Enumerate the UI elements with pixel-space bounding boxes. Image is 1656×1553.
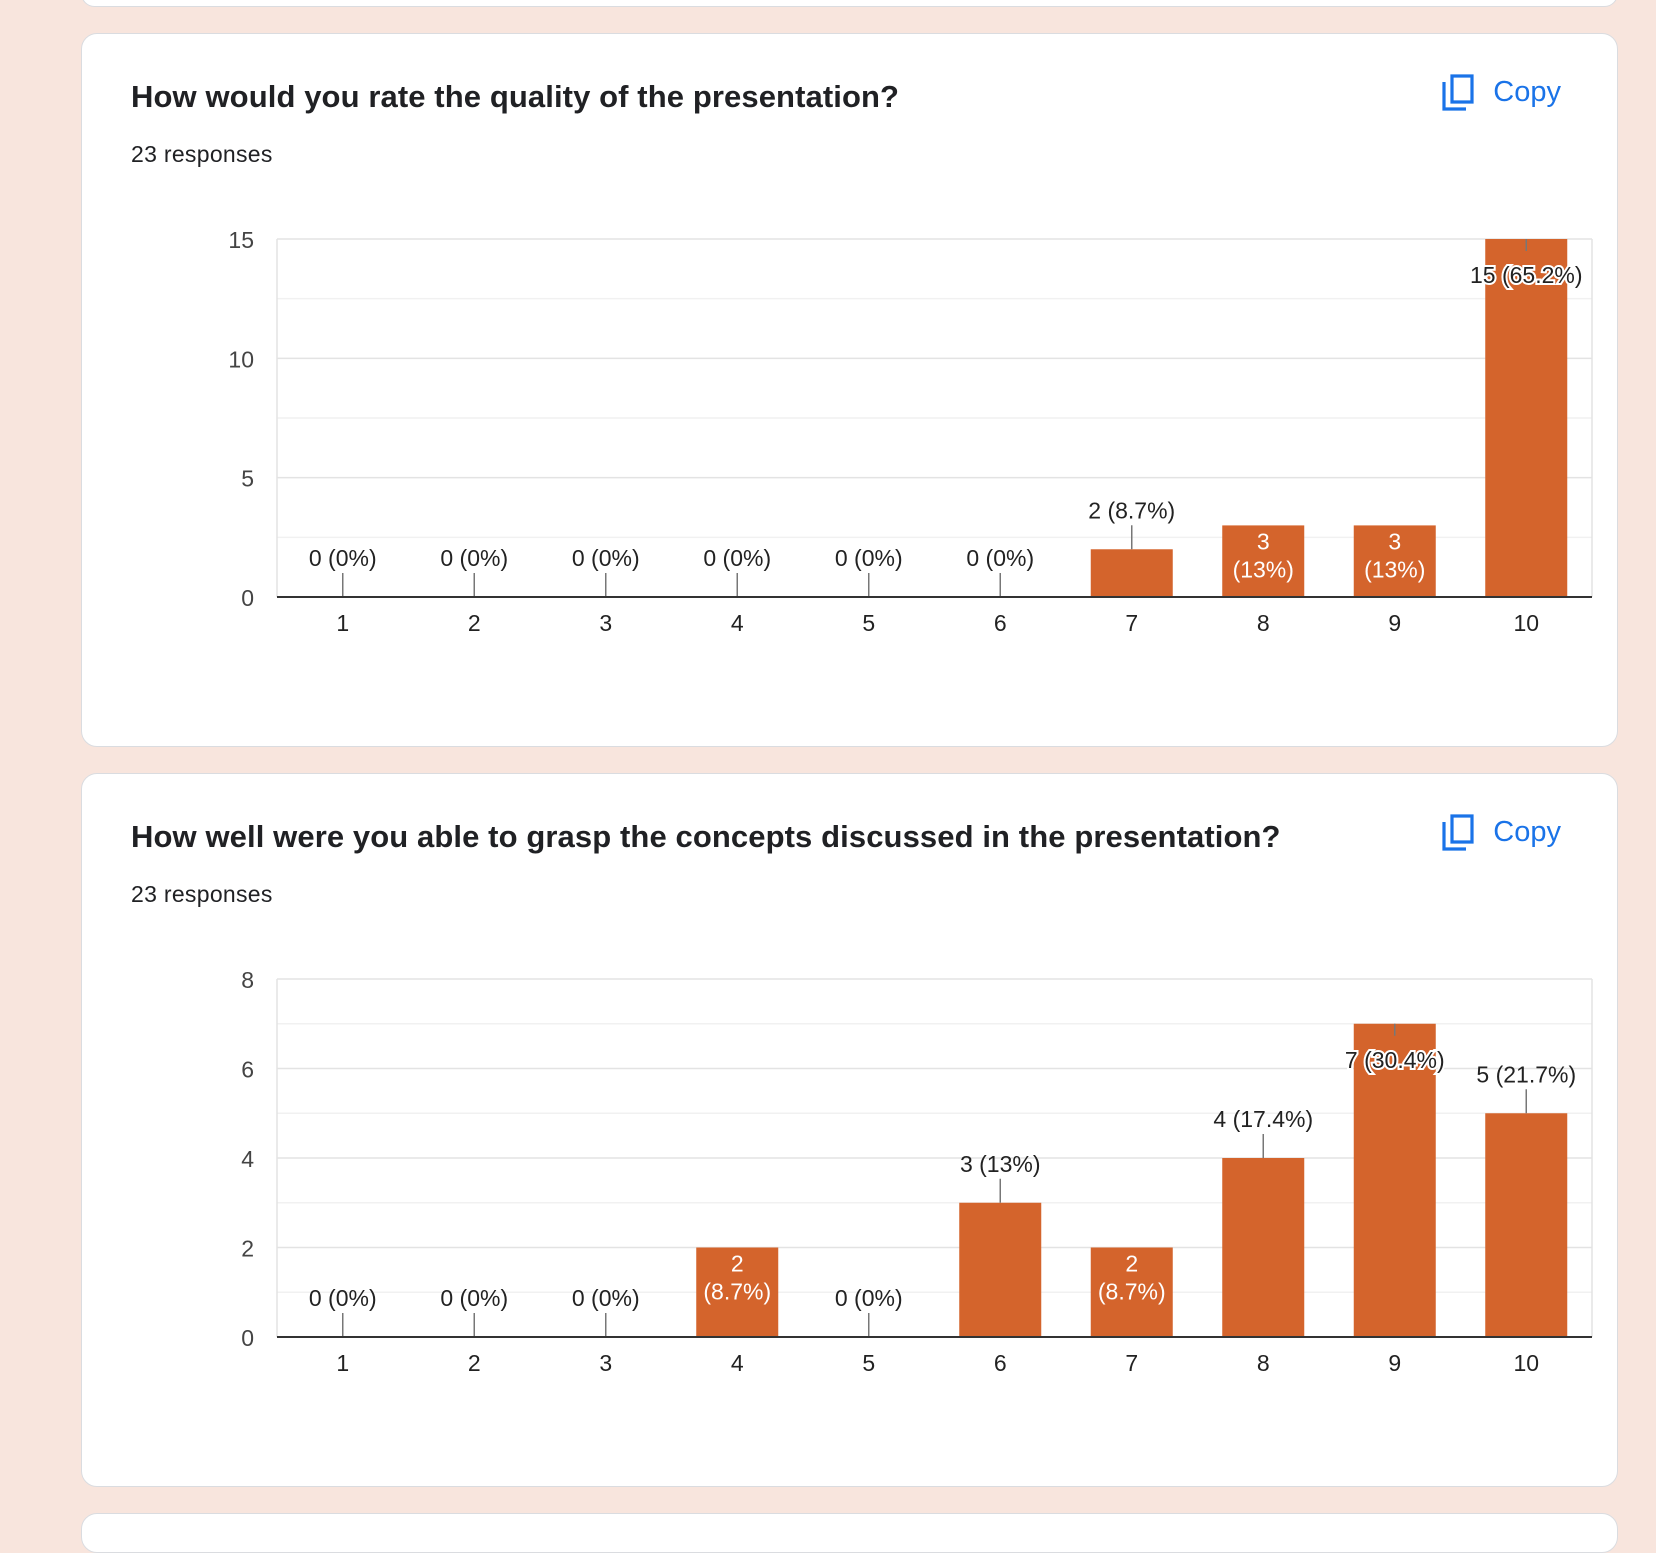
data-label: 2 — [1125, 1251, 1138, 1277]
bar — [1485, 1113, 1568, 1337]
x-tick-label: 8 — [1257, 610, 1270, 636]
data-label: 0 (0%) — [309, 545, 377, 571]
y-tick-label: 15 — [228, 227, 254, 253]
bar — [1222, 525, 1305, 597]
bar — [1353, 525, 1436, 597]
question-card-quality: How would you rate the quality of the pr… — [81, 33, 1618, 747]
y-tick-label: 10 — [228, 346, 254, 372]
previous-card — [81, 0, 1618, 7]
data-label: 0 (0%) — [966, 545, 1034, 571]
response-count: 23 responses — [131, 881, 273, 907]
x-tick-label: 9 — [1388, 1350, 1401, 1376]
data-label: 0 (0%) — [835, 545, 903, 571]
data-label: 0 (0%) — [703, 545, 771, 571]
bar — [1090, 1247, 1173, 1337]
data-label: 3 (13%) — [960, 1151, 1041, 1177]
bar — [959, 1202, 1042, 1337]
bar — [1485, 239, 1568, 597]
data-label: 7 (30.4%) — [1345, 1047, 1445, 1073]
x-tick-label: 8 — [1257, 1350, 1270, 1376]
y-tick-label: 8 — [241, 967, 254, 993]
data-label: (13%) — [1233, 556, 1294, 582]
bar-chart: 0 5 10 15 0 (0%) 1 0 (0%) 2 0 (0%) 3 0 (0%) 4 0 (0%)… — [228, 227, 1593, 636]
question-title: How would you rate the quality of the pr… — [131, 79, 900, 114]
x-tick-label: 5 — [862, 1350, 875, 1376]
data-label: 2 — [731, 1251, 744, 1277]
data-label: (13%) — [1364, 556, 1425, 582]
bar — [1353, 1023, 1436, 1337]
x-tick-label: 3 — [599, 610, 612, 636]
x-tick-label: 9 — [1388, 610, 1401, 636]
x-tick-label: 3 — [599, 1350, 612, 1376]
question-card-grasp: How well were you able to grasp the conc… — [81, 773, 1618, 1487]
y-tick-label: 2 — [241, 1236, 254, 1262]
y-tick-label: 4 — [241, 1146, 254, 1172]
copy-label: Copy — [1493, 815, 1561, 848]
y-tick-label: 0 — [241, 1325, 254, 1351]
copy-icon — [1441, 72, 1475, 112]
next-card — [81, 1513, 1618, 1553]
response-count: 23 responses — [131, 141, 273, 167]
data-label: 0 (0%) — [572, 1285, 640, 1311]
question-title: How well were you able to grasp the conc… — [131, 819, 1281, 854]
data-label: 5 (21.7%) — [1476, 1061, 1576, 1087]
data-label: 0 (0%) — [572, 545, 640, 571]
bar — [696, 1247, 779, 1337]
data-label: (8.7%) — [1098, 1279, 1166, 1305]
x-tick-label: 10 — [1513, 1350, 1539, 1376]
data-label: 3 — [1257, 528, 1270, 554]
bar — [1222, 1158, 1305, 1337]
x-tick-label: 4 — [731, 1350, 744, 1376]
data-label: 2 (8.7%) — [1088, 497, 1175, 523]
x-tick-label: 10 — [1513, 610, 1539, 636]
data-label: (8.7%) — [703, 1279, 771, 1305]
x-tick-label: 2 — [468, 1350, 481, 1376]
x-tick-label: 7 — [1125, 1350, 1138, 1376]
data-label: 4 (17.4%) — [1213, 1106, 1313, 1132]
copy-chart-button[interactable]: Copy — [1441, 812, 1561, 852]
bar — [1090, 549, 1173, 597]
x-tick-label: 7 — [1125, 610, 1138, 636]
x-tick-label: 4 — [731, 610, 744, 636]
data-label: 0 (0%) — [440, 1285, 508, 1311]
y-tick-label: 6 — [241, 1057, 254, 1083]
x-tick-label: 6 — [994, 610, 1007, 636]
data-label: 15 (65.2%) — [1470, 262, 1583, 288]
data-label: 0 (0%) — [440, 545, 508, 571]
copy-label: Copy — [1493, 75, 1561, 108]
data-label: 0 (0%) — [835, 1285, 903, 1311]
x-tick-label: 6 — [994, 1350, 1007, 1376]
x-tick-label: 5 — [862, 610, 875, 636]
x-tick-label: 1 — [336, 610, 349, 636]
copy-chart-button[interactable]: Copy — [1441, 72, 1561, 112]
y-tick-label: 5 — [241, 466, 254, 492]
x-tick-label: 1 — [336, 1350, 349, 1376]
data-label: 3 — [1388, 528, 1401, 554]
chart-plot: 0 5 10 15 0 (0%) 1 0 (0%) 2 0 (0%) 3 0 (0%) 4 0 (0%)… — [228, 227, 1593, 636]
copy-icon — [1441, 812, 1475, 852]
data-label: 0 (0%) — [309, 1285, 377, 1311]
y-tick-label: 0 — [241, 585, 254, 611]
x-tick-label: 2 — [468, 610, 481, 636]
